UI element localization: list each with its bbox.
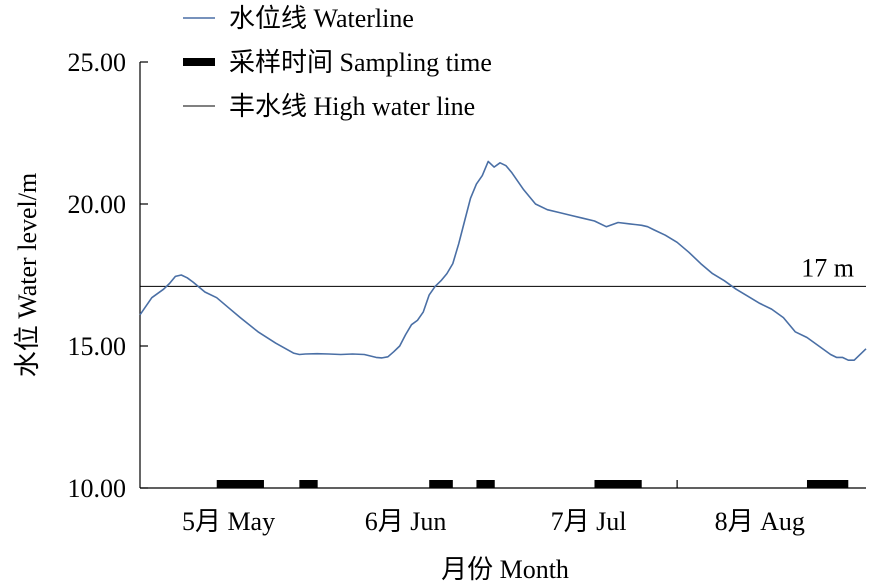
y-tick-label: 25.00 xyxy=(68,48,127,77)
x-tick-label: 7月 Jul xyxy=(551,507,627,536)
y-tick-label: 20.00 xyxy=(68,190,127,219)
sampling-period-bar xyxy=(806,480,849,488)
legend-high-water-label: 丰水线 High water line xyxy=(229,92,475,121)
sampling-period-bar xyxy=(299,480,318,488)
y-axis-title: 水位 Water level/m xyxy=(13,173,42,377)
x-tick-label: 6月 Jun xyxy=(365,507,447,536)
sampling-period-bar xyxy=(429,480,453,488)
high-water-label: 17 m xyxy=(801,253,854,282)
sampling-period-bar xyxy=(594,480,642,488)
legend-sampling-swatch xyxy=(183,58,215,66)
legend-waterline-label: 水位线 Waterline xyxy=(229,4,414,33)
sampling-periods xyxy=(216,480,849,488)
y-tick-label: 10.00 xyxy=(68,474,127,503)
x-tick-label: 8月 Aug xyxy=(715,507,805,536)
x-axis-ticks: 5月 May 6月 Jun 7月 Jul 8月 Aug xyxy=(182,480,805,536)
x-tick-label: 5月 May xyxy=(182,507,275,536)
y-axis-ticks: 10.00 15.00 20.00 25.00 xyxy=(68,48,148,503)
legend-sampling-label: 采样时间 Sampling time xyxy=(229,48,492,77)
sampling-period-bar xyxy=(476,480,495,488)
x-axis-title: 月份 Month xyxy=(441,555,569,583)
waterline-series xyxy=(139,160,867,361)
legend: 水位线 Waterline 采样时间 Sampling time 丰水线 Hig… xyxy=(183,4,492,121)
sampling-period-bar xyxy=(216,480,264,488)
y-tick-label: 15.00 xyxy=(68,332,127,361)
